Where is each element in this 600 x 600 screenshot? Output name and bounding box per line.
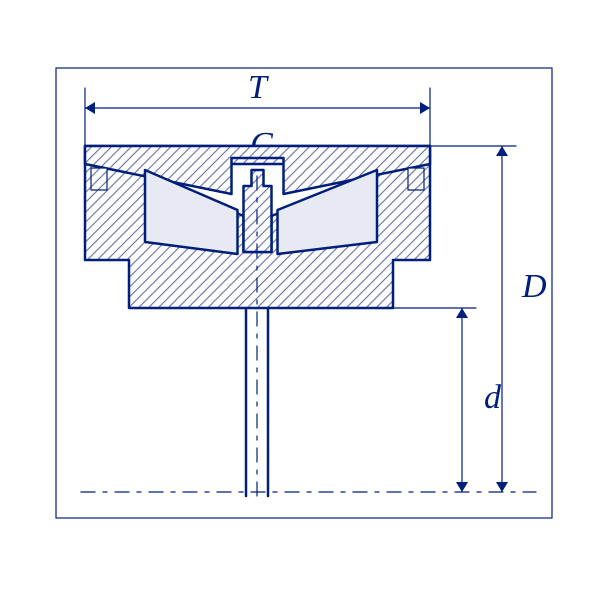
bearing-cross-section-diagram: TCdD [0,0,600,600]
label-d: d [484,379,502,416]
label-T: T [248,69,269,106]
label-D: D [521,268,547,305]
